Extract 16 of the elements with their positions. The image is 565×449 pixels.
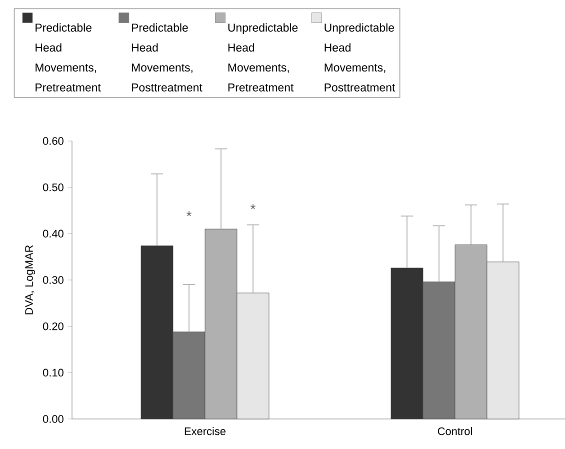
y-tick-label: 0.20	[42, 322, 64, 330]
y-tick-label: 0.50	[42, 183, 64, 192]
annotation: *	[186, 211, 192, 216]
y-tick-label: 0.40	[42, 230, 64, 238]
legend-label: Predictable Head Movements, Posttreatment	[132, 23, 202, 92]
x-tick-label: Control	[438, 427, 472, 436]
legend-label: Predictable Head Movements, Pretreatment	[36, 23, 101, 92]
annotation: *	[250, 204, 256, 210]
legend-label: Unpredictable Head Movements, Pretreatment	[228, 23, 298, 92]
x-tick-label: Exercise	[184, 427, 226, 436]
y-tick-label: 0.10	[42, 368, 64, 377]
y-tick-label: 0.60	[42, 137, 64, 145]
y-tick-label: 0.00	[42, 415, 64, 423]
y-tick-label: 0.30	[42, 276, 64, 284]
legend-label: Unpredictable Head Movements, Posttreatment	[324, 23, 396, 92]
y-axis-title: DVA, LogMAR	[25, 245, 36, 314]
